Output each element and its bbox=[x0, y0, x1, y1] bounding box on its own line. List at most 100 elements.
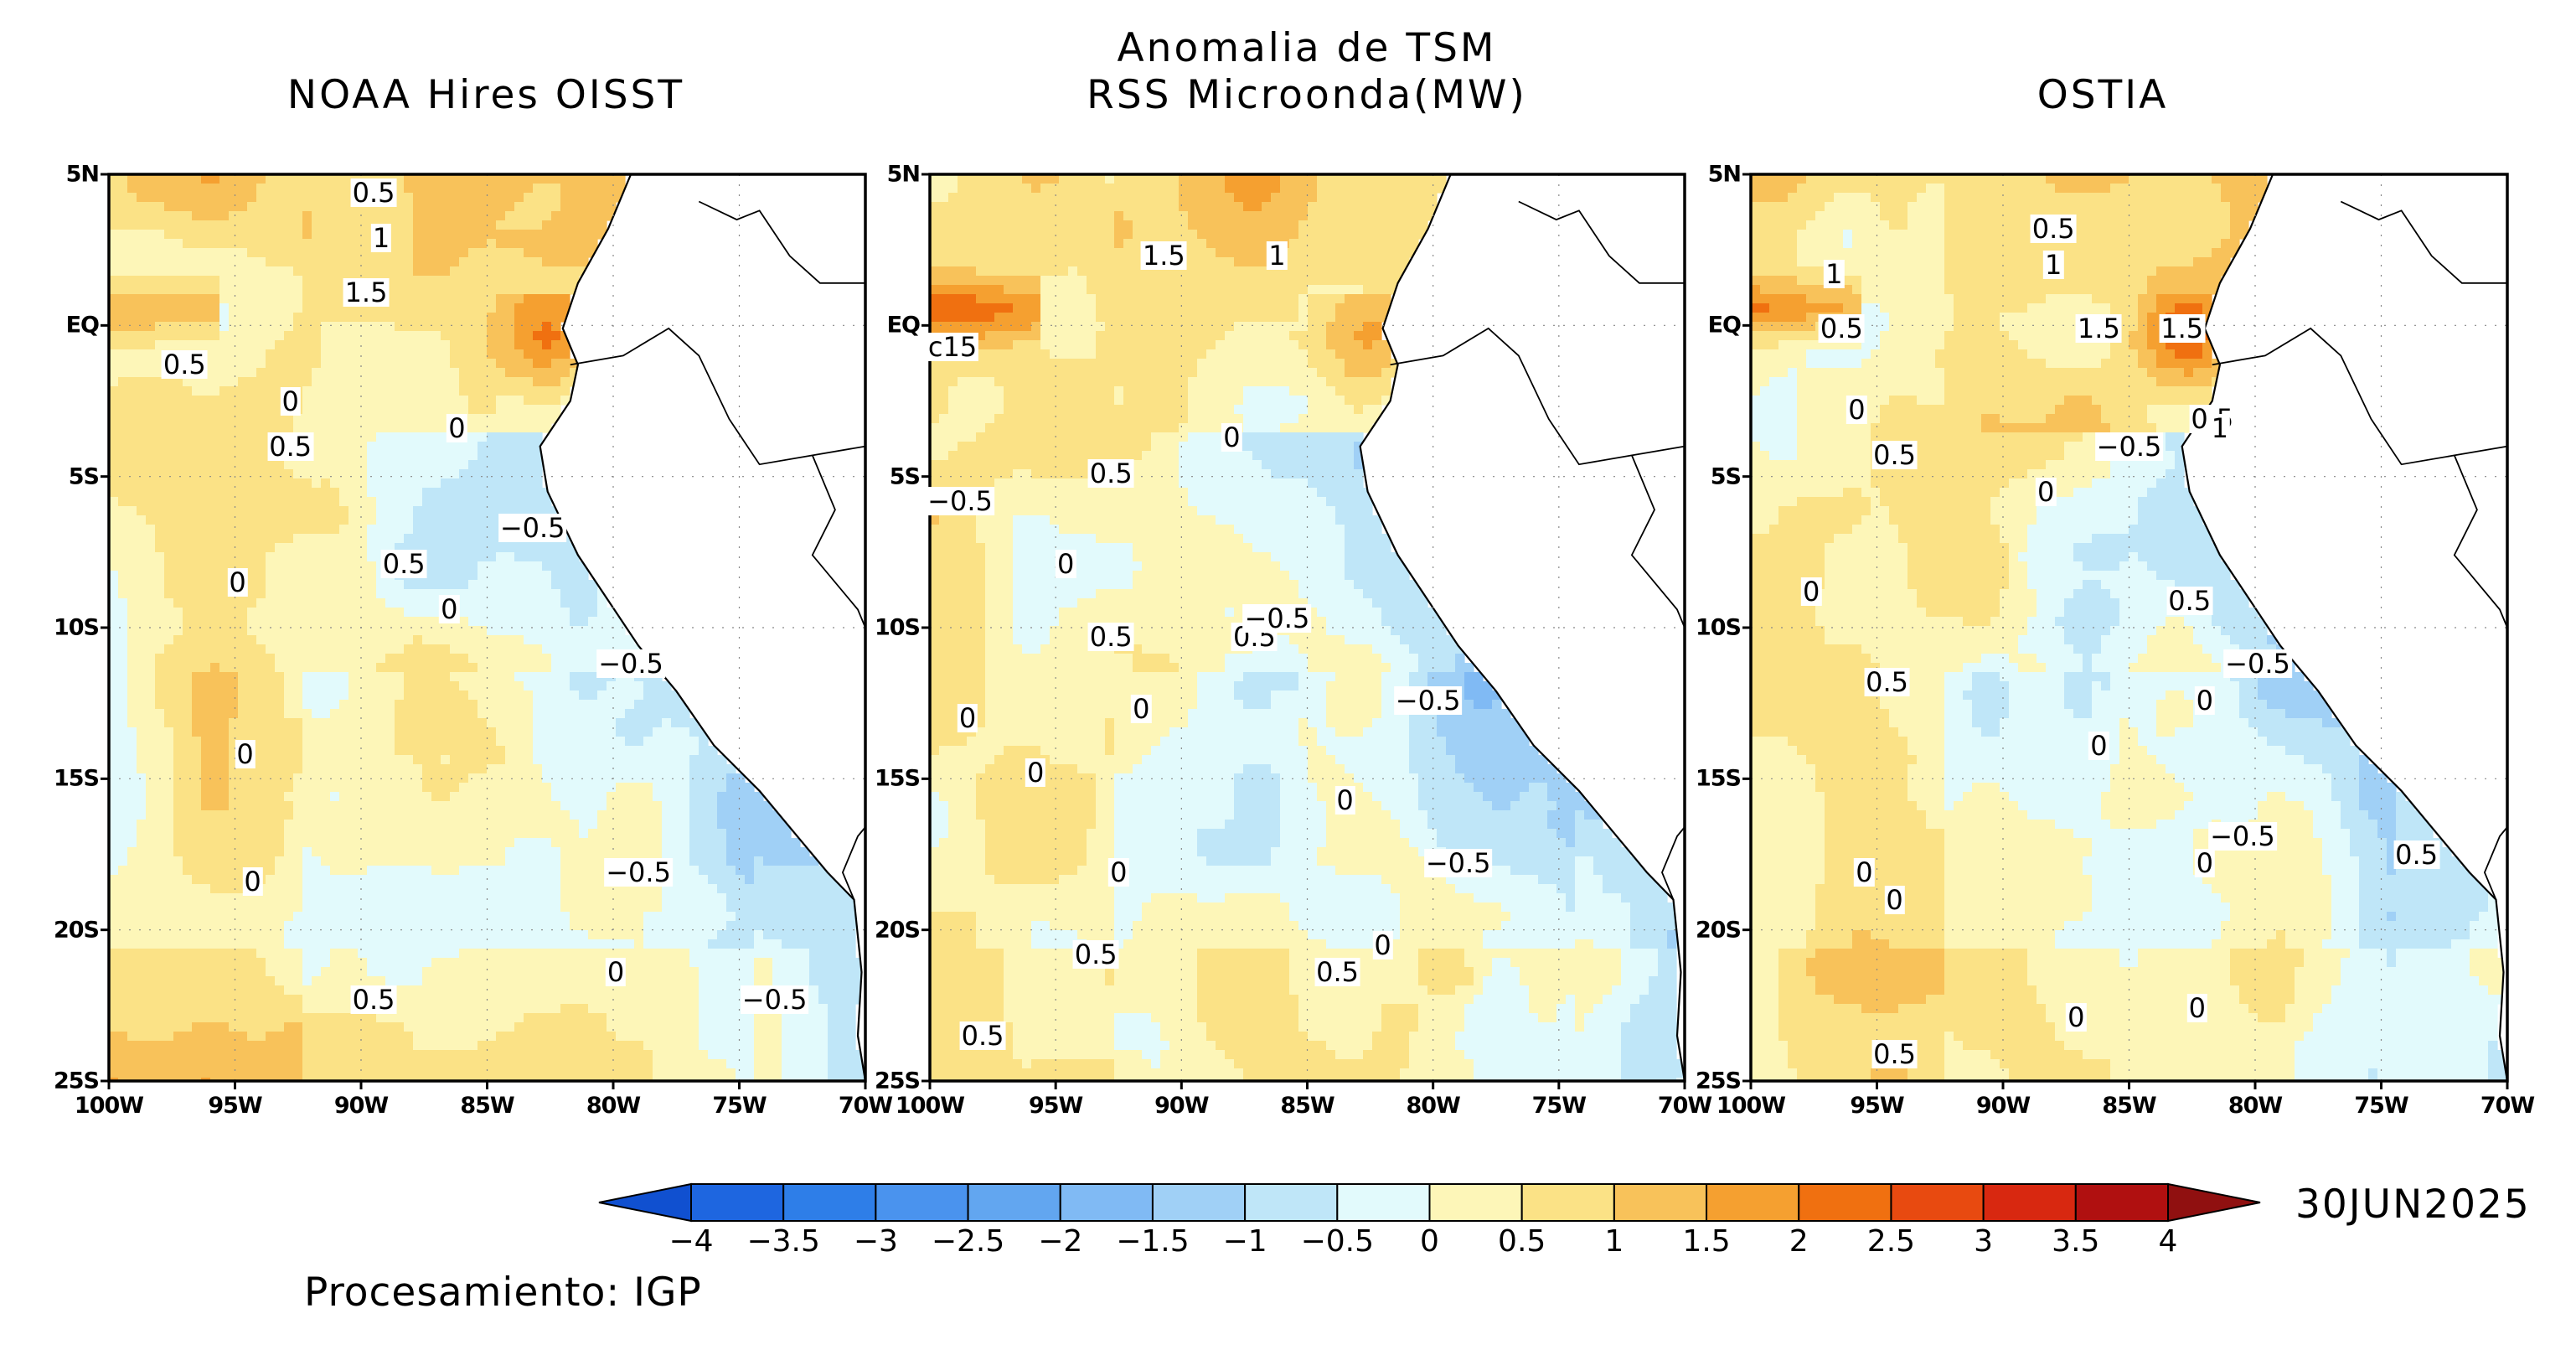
lat-tick-label: 5S bbox=[889, 463, 921, 490]
colorbar-tick-label: 0 bbox=[1420, 1224, 1439, 1259]
country-border-noaa bbox=[570, 327, 866, 466]
country-border-rss bbox=[1390, 327, 1685, 466]
colorbar-tick-label: 3 bbox=[1974, 1224, 1994, 1259]
contour-label: 0.5 bbox=[161, 349, 208, 381]
contour-label: 0.5 bbox=[1871, 439, 1918, 472]
panel-title-rss: RSS Microonda(MW) bbox=[1087, 72, 1527, 118]
colorbar-swatch bbox=[1613, 1183, 1708, 1222]
lon-tick-label: 75W bbox=[712, 1093, 767, 1119]
contour-label: 0 bbox=[1854, 856, 1875, 889]
colorbar-swatch bbox=[1151, 1183, 1247, 1222]
contour-label: 0 bbox=[1884, 883, 1905, 916]
colorbar-swatch bbox=[782, 1183, 877, 1222]
lon-tick-label: 70W bbox=[1657, 1093, 1712, 1119]
contour-label: 0 bbox=[1055, 548, 1076, 581]
lat-tick-label: 25S bbox=[874, 1068, 921, 1094]
contour-label: 0.5 bbox=[2393, 838, 2440, 871]
colorbar-tick-label: 2.5 bbox=[1866, 1224, 1916, 1259]
contour-label: 0.5 bbox=[2166, 584, 2213, 617]
country-border-ostia bbox=[2340, 200, 2507, 284]
contour-label: −0.5 bbox=[926, 484, 994, 517]
colorbar-swatch bbox=[1982, 1183, 2077, 1222]
contour-label: 0 bbox=[235, 738, 256, 771]
lon-tick-label: 90W bbox=[1975, 1093, 2031, 1119]
lat-tick-label: 10S bbox=[53, 614, 100, 641]
contour-label: 0 bbox=[2194, 847, 2215, 880]
contour-label: 0.5 bbox=[1864, 665, 1910, 698]
contour-label: 0 bbox=[2035, 475, 2057, 508]
contour-label: 0.5 bbox=[1314, 956, 1360, 989]
colorbar-swatch bbox=[2074, 1183, 2169, 1222]
contour-label: 0 bbox=[2066, 1001, 2087, 1034]
lat-tick-label: EQ bbox=[886, 312, 921, 339]
map-panel-ostia bbox=[1742, 173, 2509, 1089]
land-rss bbox=[1360, 174, 1685, 1081]
lat-tick-label: 20S bbox=[874, 917, 921, 944]
colorbar-swatch bbox=[1244, 1183, 1339, 1222]
lon-tick-label: 85W bbox=[460, 1093, 514, 1119]
contour-label: 0 bbox=[447, 411, 467, 444]
contour-label: 0.5 bbox=[267, 430, 314, 463]
lon-tick-label: 80W bbox=[586, 1093, 641, 1119]
panel-title-noaa: NOAA Hires OISST bbox=[287, 72, 685, 118]
contour-label: 0.5 bbox=[959, 1019, 1006, 1052]
colorbar-swatch bbox=[1520, 1183, 1615, 1222]
colorbar-tick-label: 4 bbox=[2158, 1224, 2178, 1259]
contour-label: 0 bbox=[1846, 394, 1867, 427]
lon-tick-label: 70W bbox=[838, 1093, 893, 1119]
colorbar-swatch bbox=[1428, 1183, 1523, 1222]
colorbar-low-arrow bbox=[598, 1182, 692, 1223]
contour-label: 0.5 bbox=[350, 983, 397, 1016]
contour-label: 0 bbox=[1108, 856, 1129, 889]
colorbar-high-arrow bbox=[2167, 1182, 2261, 1223]
colorbar-tick-label: −1.5 bbox=[1116, 1224, 1190, 1259]
anomaly-field-rss bbox=[930, 174, 1685, 1081]
contour-label: 0 bbox=[1025, 757, 1046, 789]
country-border-ostia bbox=[2483, 826, 2508, 900]
contour-label: 0 bbox=[2088, 729, 2109, 762]
main-title: Anomalia de TSM bbox=[1117, 25, 1497, 71]
contour-label: 0.5 bbox=[350, 176, 397, 209]
coastline-rss bbox=[1359, 173, 1686, 1082]
contour-label: 0.5 bbox=[380, 548, 427, 581]
contour-label: 0 bbox=[1334, 784, 1355, 816]
contour-label: −0.5 bbox=[1393, 684, 1463, 716]
lon-tick-label: 90W bbox=[1154, 1093, 1209, 1119]
lat-tick-label: 25S bbox=[53, 1068, 100, 1094]
country-border-ostia bbox=[2212, 327, 2508, 466]
contour-label: −0.5 bbox=[1423, 847, 1493, 880]
lat-tick-label: 10S bbox=[1695, 614, 1742, 641]
country-border-rss bbox=[1661, 826, 1685, 900]
contour-label: 1.5 bbox=[1140, 240, 1187, 272]
contour-label: −0.5 bbox=[2208, 820, 2277, 852]
colorbar-tick-label: 0.5 bbox=[1498, 1224, 1546, 1259]
colorbar-swatch bbox=[1706, 1183, 1800, 1222]
contour-label: 0.5 bbox=[1072, 938, 1119, 970]
lon-tick-label: 90W bbox=[333, 1093, 389, 1119]
contour-label: 0 bbox=[2194, 684, 2215, 716]
colorbar-tick-label: −4 bbox=[669, 1224, 714, 1259]
colorbar-tick-label: −2 bbox=[1038, 1224, 1083, 1259]
processing-credit: Procesamiento: IGP bbox=[304, 1270, 702, 1316]
lon-tick-label: 85W bbox=[1280, 1093, 1334, 1119]
colorbar-tick-label: 3.5 bbox=[2052, 1224, 2100, 1259]
country-border-rss bbox=[1518, 200, 1685, 284]
contour-label: 1 bbox=[370, 221, 392, 254]
contour-label: −0.5 bbox=[740, 983, 809, 1016]
lat-tick-label: 5S bbox=[68, 463, 100, 490]
country-border-noaa bbox=[811, 455, 866, 628]
lat-tick-label: 20S bbox=[53, 917, 100, 944]
contour-label: −0.5 bbox=[596, 648, 665, 680]
panel-title-ostia: OSTIA bbox=[2037, 72, 2169, 118]
lon-tick-label: 80W bbox=[2228, 1093, 2283, 1119]
contour-label: 0 bbox=[605, 956, 627, 989]
lat-tick-label: 10S bbox=[874, 614, 921, 641]
colorbar-tick-label: −3.5 bbox=[746, 1224, 820, 1259]
colorbar-swatch bbox=[875, 1183, 969, 1222]
colorbar-swatch bbox=[690, 1183, 785, 1222]
contour-label: 0 bbox=[280, 385, 301, 417]
colorbar-tick-label: −0.5 bbox=[1300, 1224, 1375, 1259]
anomaly-field-ostia bbox=[1751, 174, 2507, 1081]
lat-tick-label: 15S bbox=[874, 765, 921, 792]
lat-tick-label: EQ bbox=[65, 312, 100, 339]
